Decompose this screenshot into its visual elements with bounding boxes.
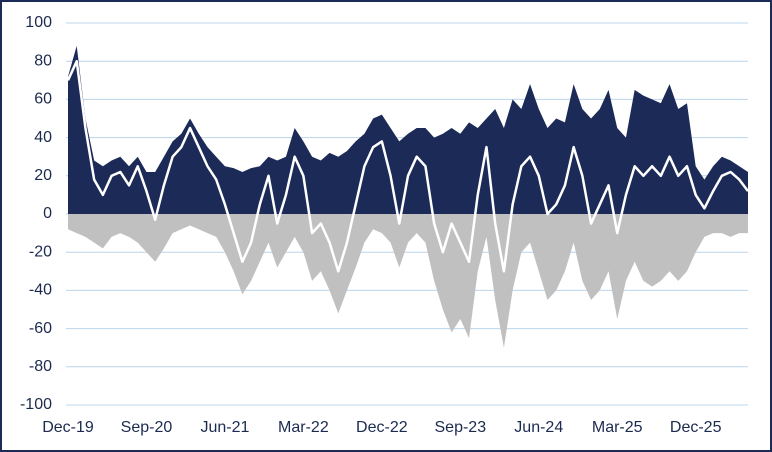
y-tick-label: 80 — [34, 52, 52, 69]
y-tick-label: 40 — [34, 129, 52, 146]
y-tick-label: 100 — [25, 14, 52, 31]
y-tick-label: -100 — [20, 396, 52, 413]
x-tick-label: Dec-19 — [42, 419, 94, 436]
x-tick-label: Jun-24 — [514, 419, 563, 436]
line — [66, 59, 749, 273]
y-tick-label: -20 — [29, 243, 52, 260]
x-tick-label: Dec-25 — [670, 419, 722, 436]
x-tick-label: Dec-22 — [356, 419, 408, 436]
y-tick-label: -80 — [29, 358, 52, 375]
y-tick-label: -40 — [29, 282, 52, 299]
x-tick-label: Jun-21 — [200, 419, 249, 436]
x-tick-label: Sep-20 — [121, 419, 173, 436]
y-tick-label: -60 — [29, 320, 52, 337]
x-tick-label: Mar-22 — [278, 419, 329, 436]
y-tick-label: 20 — [34, 167, 52, 184]
x-tick-label: Sep-23 — [435, 419, 487, 436]
x-tick-label: Mar-25 — [592, 419, 643, 436]
y-tick-label: 60 — [34, 91, 52, 108]
area — [68, 45, 748, 214]
y-tick-label: 0 — [43, 205, 52, 222]
